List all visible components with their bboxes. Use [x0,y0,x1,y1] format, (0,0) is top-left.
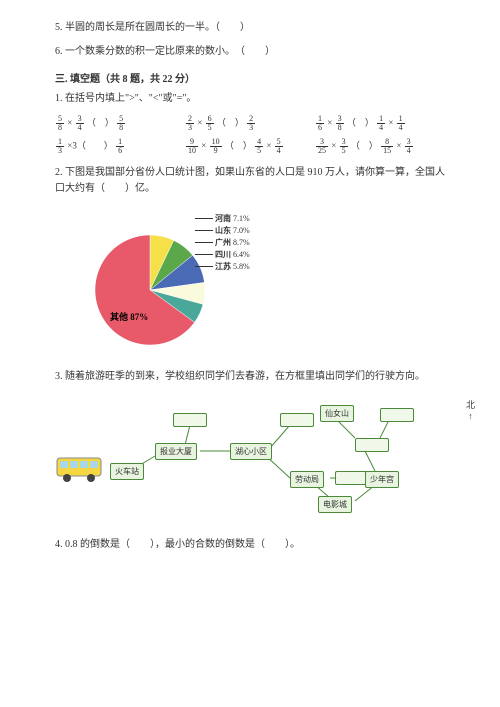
bus-icon [55,453,105,483]
fill-q3-prompt: 3. 随着旅游旺季的到来，学校组织同学们去春游，在方框里填出同学们的行驶方向。 [55,369,445,385]
flow-box-baoye: 报业大厦 [155,443,197,460]
math-row-1: 58 × 34 （ ） 58 23 × 65 （ ） 23 16 × 38 （ … [55,115,445,132]
pie-legend: 河南 7.1% 山东 7.0% 广州 8.7% 四川 6.4% 江苏 5.8% [195,213,250,273]
question-6: 6. 一个数乘分数的积一定比原来的数小。 （ ） [55,44,445,60]
math-cell: 58 × 34 （ ） 58 [55,115,185,132]
flow-box-huxin: 湖心小区 [230,443,272,460]
question-5: 5. 半圆的周长是所在圆周长的一半。（ ） [55,20,445,36]
fill-q2-prompt: 2. 下图是我国部分省份人口统计图，如果山东省的人口是 910 万人，请你算一算… [55,165,445,197]
flow-box-empty [335,471,369,485]
flow-box-shaonian: 少年宫 [365,471,399,488]
math-row-2: 13 ×3（ ） 16 910 × 109 （ ） 45 × 54 325 × … [55,138,445,155]
pie-chart: 其他 87% 河南 7.1% 山东 7.0% 广州 8.7% 四川 6.4% 江… [75,205,295,355]
flow-box-dianying: 电影城 [318,496,352,513]
section-3-title: 三. 填空题（共 8 题，共 22 分） [55,70,445,85]
fill-q4-prompt: 4. 0.8 的倒数是（ ），最小的合数的倒数是（ ）。 [55,537,445,553]
math-cell: 13 ×3（ ） 16 [55,138,185,155]
fill-q1-prompt: 1. 在括号内填上">"、"<"或"="。 [55,91,445,107]
math-cell: 23 × 65 （ ） 23 [185,115,315,132]
math-cell: 910 × 109 （ ） 45 × 54 [185,138,315,155]
flowchart-diagram: 北↑ 火车站 报业大厦 湖心小区 仙女山 劳动局 少年宫 电影城 [55,393,445,523]
flow-box-xianvshan: 仙女山 [320,405,354,422]
flow-box-empty [173,413,207,427]
flow-box-laodong: 劳动局 [290,471,324,488]
pie-other-label: 其他 87% [110,311,148,322]
math-cell: 16 × 38 （ ） 14 × 14 [315,115,445,132]
compass-icon: 北↑ [466,398,475,421]
flow-box-empty [280,413,314,427]
math-cell: 325 × 35 （ ） 815 × 34 [315,138,445,155]
flow-box-station: 火车站 [110,463,144,480]
flow-box-empty [380,408,414,422]
flow-box-empty [355,438,389,452]
